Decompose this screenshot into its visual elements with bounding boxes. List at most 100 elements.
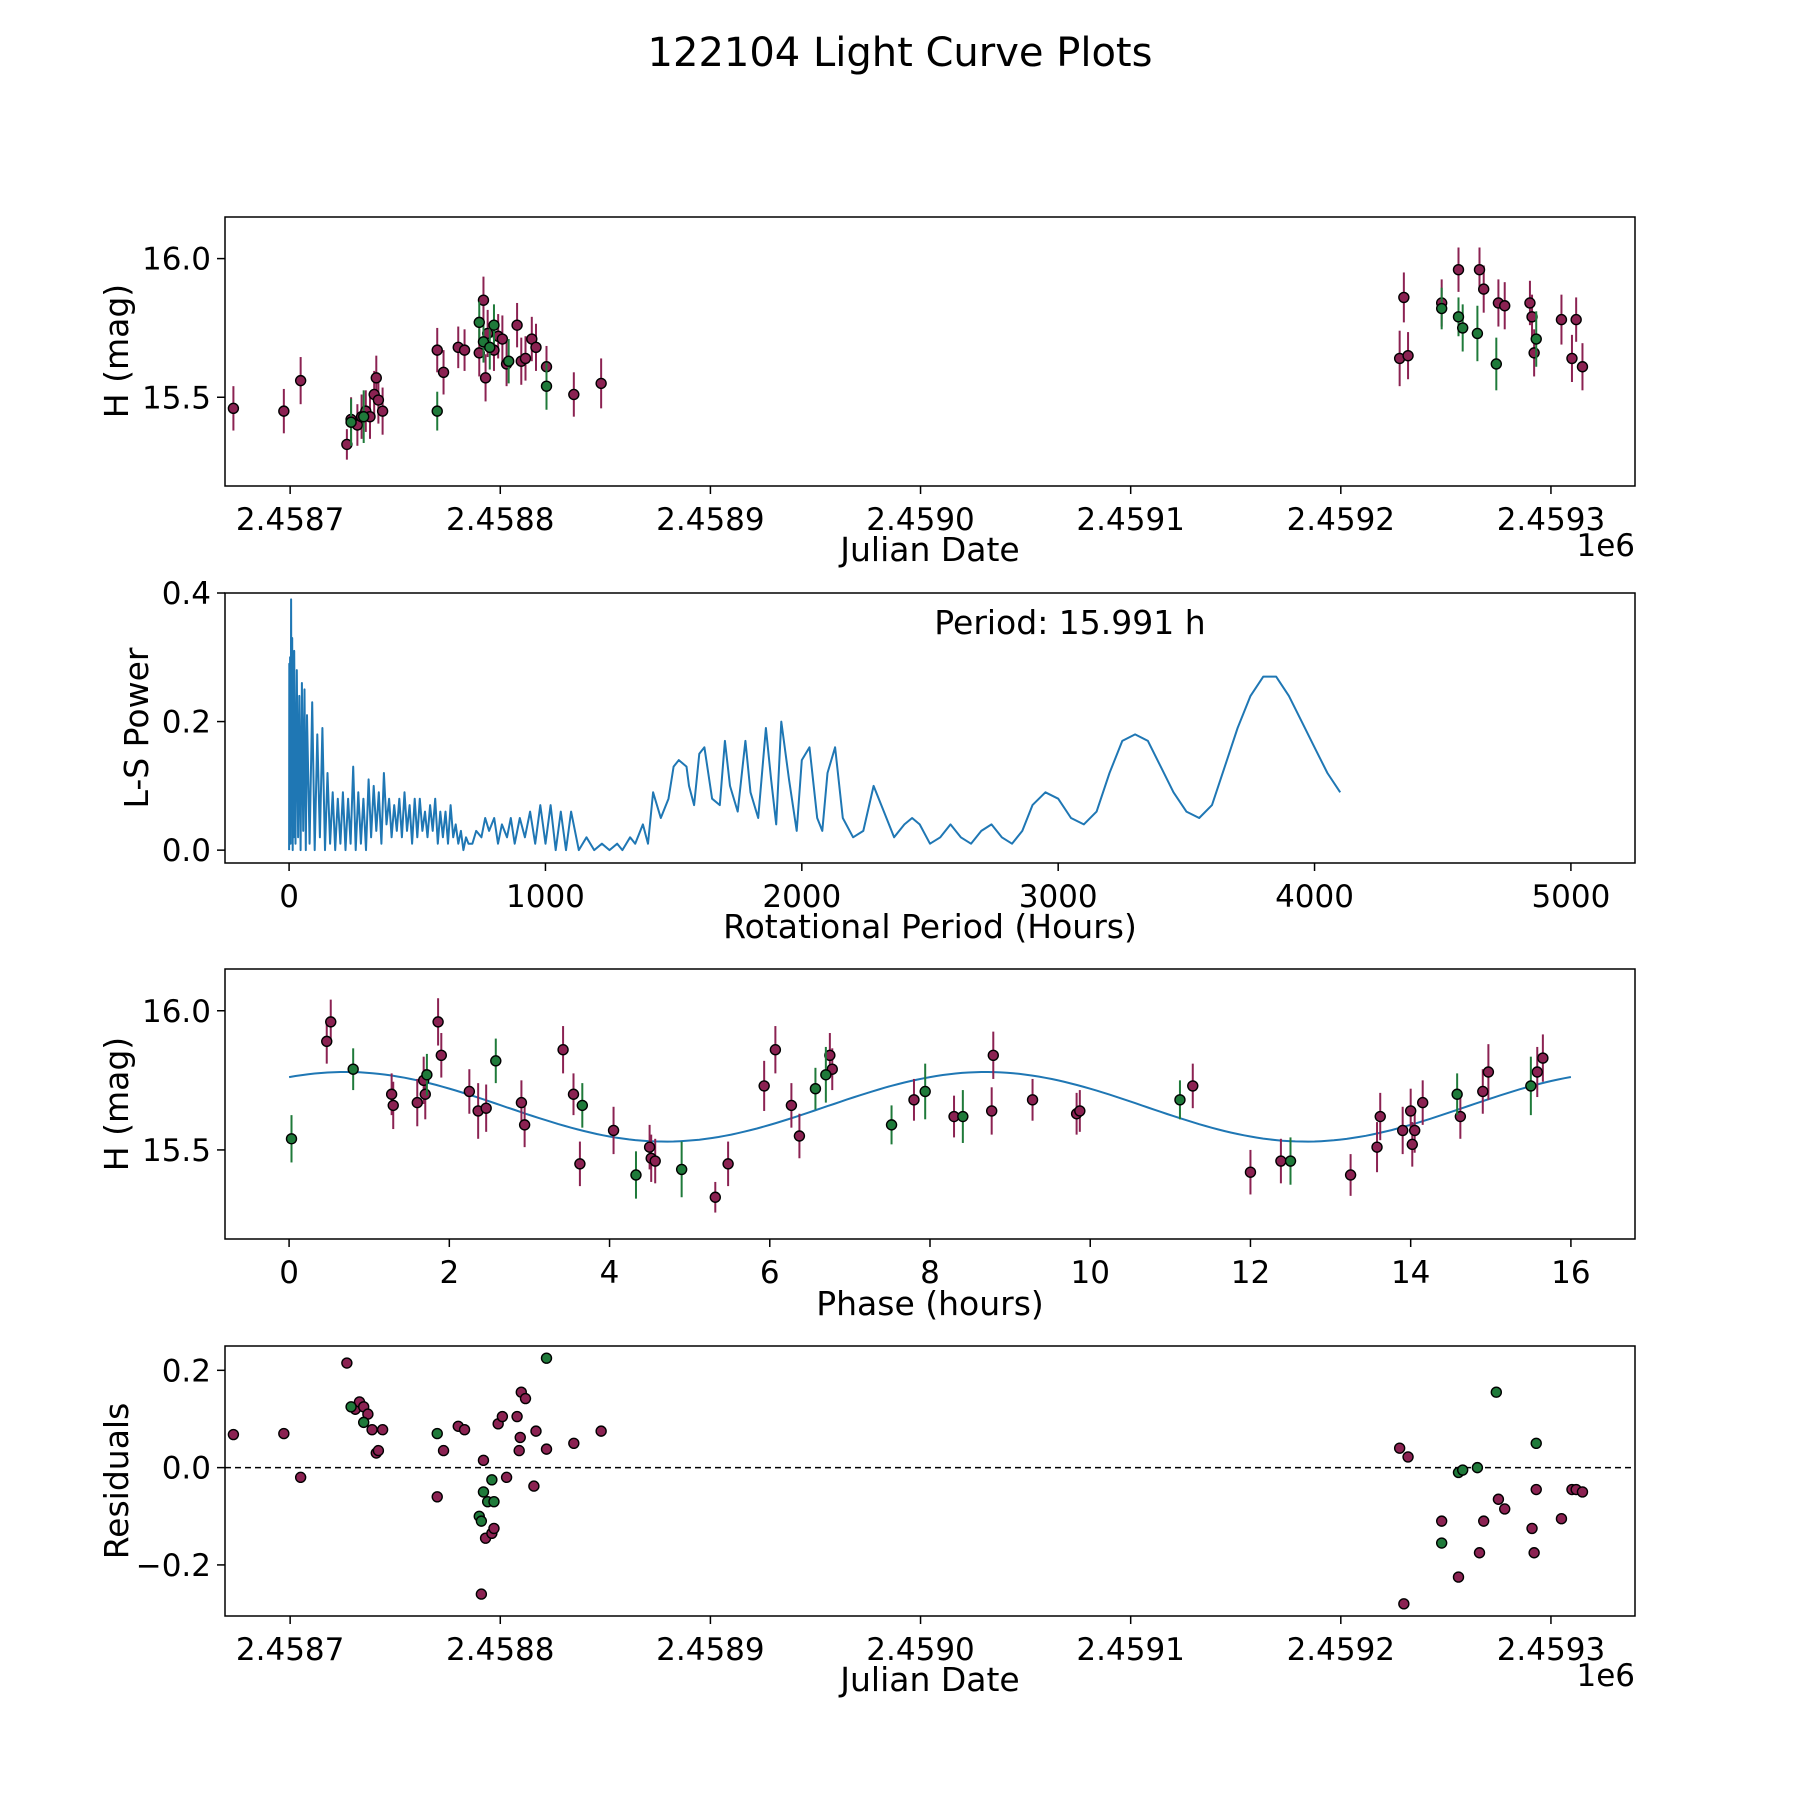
residuals-point-g	[1490, 1386, 1503, 1398]
lightcurve-point-r	[479, 372, 492, 384]
lightcurve-point-r	[1473, 263, 1486, 276]
phased-point-r	[557, 1044, 569, 1056]
periodogram-ylabel: L-S Power	[117, 647, 156, 808]
phased-point-r	[574, 1158, 586, 1170]
lightcurve-point-g	[431, 405, 443, 417]
lightcurve-point-r	[227, 402, 240, 415]
phased-point-r	[908, 1094, 920, 1106]
phased-panel: 0 2 4 6 8 10 12 14 16 15.5 16.0 Phase (hours) H (m…	[97, 968, 1636, 1323]
residuals-point-r	[1435, 1515, 1448, 1527]
residuals-point-r	[431, 1491, 443, 1503]
periodogram-frame	[224, 592, 1636, 864]
residuals-point-r	[500, 1471, 513, 1484]
residuals-xtick-label: 2.4589	[656, 1632, 764, 1668]
phased-point-r	[987, 1049, 999, 1061]
phased-point-r	[1374, 1110, 1386, 1123]
phased-point-r	[793, 1130, 806, 1142]
lightcurve-ytick-label: 16.0	[142, 242, 211, 278]
residuals-ylabel: Residuals	[97, 1403, 136, 1560]
lightcurve-xlabel: Julian Date	[838, 530, 1020, 569]
phased-point-g	[490, 1055, 502, 1067]
residuals-point-r	[1528, 1547, 1540, 1559]
lightcurve-marks	[227, 247, 1589, 460]
phased-ytick-label: 16.0	[142, 994, 211, 1030]
phased-point-r	[432, 1016, 444, 1028]
periodogram-xtick-label: 5000	[1531, 879, 1610, 915]
residuals-point-g	[540, 1352, 553, 1364]
residuals-xtick-label: 2.4591	[1076, 1632, 1184, 1668]
lightcurve-ticks: 2.4587 2.4588 2.4589 2.4590 2.4591 2.4592 2.45…	[142, 242, 1605, 538]
lightcurve-frame	[224, 216, 1636, 487]
phased-point-r	[325, 1016, 337, 1028]
lightcurve-point-r	[1555, 313, 1568, 326]
residuals-point-r	[278, 1427, 290, 1440]
lightcurve-point-g	[473, 316, 485, 329]
residuals-point-r	[227, 1428, 240, 1441]
residuals-point-g	[486, 1474, 498, 1486]
phased-point-g	[885, 1119, 898, 1131]
phased-point-r	[321, 1035, 333, 1048]
residuals-point-r	[294, 1471, 307, 1484]
periodogram-ticks: 0 1000 2000 3000 4000 5000 0.0 0.2 0.4	[162, 576, 1611, 915]
residuals-point-r	[1526, 1522, 1538, 1535]
lightcurve-point-r	[1524, 297, 1536, 309]
residuals-point-g	[488, 1495, 500, 1508]
lightcurve-point-r	[1402, 349, 1414, 362]
lightcurve-ylabel: H (mag)	[97, 284, 136, 418]
residuals-point-r	[1555, 1513, 1568, 1525]
lightcurve-point-r	[1528, 347, 1540, 359]
residuals-ytick-label: 0.2	[162, 1353, 211, 1389]
period-annotation: Period: 15.991 h	[934, 603, 1205, 642]
phased-point-r	[649, 1155, 661, 1167]
phased-point-r	[419, 1088, 431, 1100]
residuals-ytick-label: 0.0	[162, 1451, 211, 1487]
residuals-xtick-label: 2.4587	[236, 1632, 344, 1668]
lightcurve-point-g	[484, 341, 496, 354]
residuals-point-r	[341, 1357, 353, 1369]
phased-point-r	[480, 1102, 492, 1114]
phased-point-r	[1537, 1052, 1549, 1064]
phased-xtick-label: 16	[1551, 1255, 1590, 1291]
phased-point-r	[387, 1099, 399, 1112]
residuals-point-r	[513, 1444, 525, 1457]
residuals-point-g	[477, 1486, 490, 1498]
phased-point-g	[576, 1099, 589, 1112]
lightcurve-point-r	[1478, 283, 1490, 295]
lightcurve-point-r	[1570, 313, 1582, 326]
lightcurve-point-g	[357, 410, 370, 423]
residuals-point-r	[540, 1443, 553, 1455]
periodogram-xtick-label: 4000	[1275, 879, 1354, 915]
phased-xtick-label: 0	[279, 1255, 299, 1291]
phased-point-r	[1187, 1080, 1199, 1092]
periodogram-xtick-label: 0	[279, 879, 299, 915]
phased-point-r	[643, 1141, 656, 1153]
phased-point-r	[1477, 1085, 1489, 1098]
lightcurve-point-r	[1452, 263, 1465, 276]
phased-point-r	[607, 1124, 620, 1137]
phased-point-r	[1074, 1105, 1086, 1117]
phased-point-r	[1531, 1066, 1543, 1078]
phased-point-r	[463, 1085, 476, 1098]
residuals-point-r	[595, 1425, 607, 1437]
lightcurve-point-r	[1566, 352, 1578, 365]
lightcurve-point-r	[1499, 300, 1511, 312]
phased-point-r	[1404, 1105, 1417, 1117]
phased-point-r	[709, 1191, 721, 1203]
phased-ytick-label: 15.5	[142, 1133, 211, 1169]
residuals-point-r	[1478, 1515, 1490, 1527]
lightcurve-panel: 2.4587 2.4588 2.4589 2.4590 2.4591 2.4592 2.45…	[97, 216, 1636, 569]
phased-point-r	[722, 1158, 734, 1170]
residuals-point-r	[514, 1431, 526, 1444]
residuals-xtick-label: 2.4588	[446, 1632, 554, 1668]
residuals-point-g	[357, 1416, 370, 1429]
residuals-point-g	[475, 1515, 488, 1527]
lightcurve-xtick-label: 2.4592	[1287, 502, 1395, 538]
phased-point-r	[515, 1096, 528, 1109]
phased-point-g	[421, 1069, 433, 1081]
phased-point-r	[1344, 1169, 1357, 1181]
residuals-point-g	[1530, 1437, 1542, 1449]
lightcurve-point-r	[431, 344, 443, 356]
lightcurve-point-g	[1530, 333, 1542, 345]
phased-point-g	[919, 1085, 931, 1098]
phased-fit-curve	[288, 1071, 1572, 1143]
